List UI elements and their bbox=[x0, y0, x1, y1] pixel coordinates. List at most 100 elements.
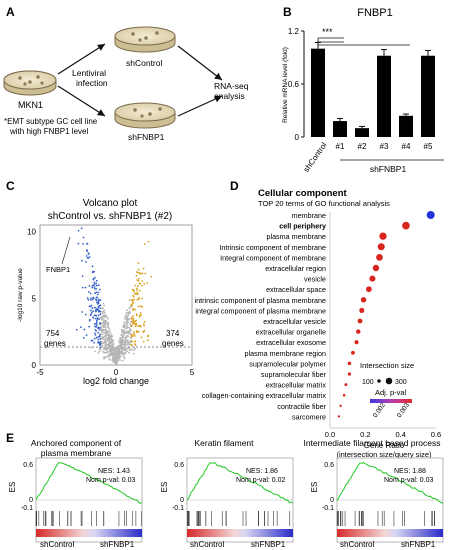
volcano-point bbox=[118, 342, 121, 345]
volcano-point bbox=[142, 267, 145, 270]
volcano-point bbox=[112, 361, 115, 363]
gsea-ytick-2-mid: 0 bbox=[180, 497, 184, 504]
volcano-point bbox=[140, 325, 142, 328]
volcano-point bbox=[97, 352, 100, 354]
volcano-point bbox=[97, 314, 100, 317]
go-x-tick: 0.0 bbox=[325, 430, 335, 439]
volcano-point bbox=[127, 331, 130, 334]
volcano-point bbox=[95, 322, 98, 325]
volcano-point bbox=[95, 282, 98, 285]
legend-color-high: 0.003 bbox=[396, 401, 411, 419]
gsea-ytick-1-top: 0.6 bbox=[23, 462, 33, 469]
volcano-point bbox=[109, 343, 111, 346]
volcano-point bbox=[93, 283, 96, 286]
volcano-point bbox=[146, 339, 149, 342]
volcano-point bbox=[124, 353, 126, 356]
bar-y-tick-label: 0 bbox=[295, 133, 300, 142]
volcano-point bbox=[99, 326, 101, 329]
volcano-point bbox=[101, 322, 104, 325]
go-term-label: vesicle bbox=[304, 275, 326, 284]
volcano-point bbox=[128, 299, 131, 302]
volcano-point bbox=[94, 292, 96, 294]
gsea-ytick-3-mid: 0 bbox=[330, 497, 334, 504]
volcano-point bbox=[111, 356, 114, 359]
go-dot bbox=[377, 243, 385, 251]
volcano-point bbox=[137, 262, 140, 265]
gsea-ytick-3-top: 0.6 bbox=[324, 462, 334, 469]
volcano-point bbox=[143, 282, 146, 285]
volcano-point bbox=[95, 324, 98, 327]
volcano-point bbox=[91, 307, 94, 309]
volcano-point bbox=[103, 316, 106, 319]
volcano-point bbox=[105, 346, 107, 349]
volcano-point bbox=[101, 333, 104, 336]
volcano-point bbox=[120, 347, 123, 350]
volcano-point bbox=[134, 340, 137, 343]
volcano-point bbox=[99, 337, 102, 340]
volcano-point bbox=[112, 349, 115, 351]
bar bbox=[421, 55, 435, 137]
analysis-label-1: RNA-seq bbox=[214, 81, 249, 91]
panel-d: D Cellular component TOP 20 terms of GO … bbox=[195, 179, 442, 459]
panel-d-letter: D bbox=[230, 179, 239, 193]
volcano-point bbox=[95, 279, 98, 282]
volcano-point bbox=[97, 291, 100, 294]
dish-shcontrol bbox=[114, 26, 176, 53]
infection-label-2: infection bbox=[76, 78, 108, 88]
bar-category-label: #1 bbox=[336, 142, 345, 151]
volcano-point bbox=[137, 330, 140, 333]
volcano-point bbox=[121, 343, 124, 346]
volcano-point bbox=[99, 299, 102, 301]
volcano-point bbox=[138, 296, 141, 299]
volcano-point bbox=[90, 346, 93, 349]
volcano-point bbox=[99, 313, 102, 316]
go-dots bbox=[337, 211, 435, 418]
go-title: Cellular component bbox=[258, 188, 348, 199]
volcano-point bbox=[105, 341, 108, 344]
volcano-point bbox=[112, 358, 115, 361]
volcano-point bbox=[95, 319, 98, 322]
volcano-point bbox=[124, 316, 127, 318]
gsea-plot-3: Intermediate filament based process ES 0… bbox=[303, 438, 444, 549]
significance-lines bbox=[317, 37, 410, 46]
volcano-point bbox=[125, 323, 128, 326]
gsea-ytick-3-bot: -0.1 bbox=[322, 505, 334, 512]
volcano-point bbox=[130, 320, 133, 323]
volcano-point bbox=[126, 344, 129, 346]
volcano-point bbox=[93, 306, 96, 309]
volcano-point bbox=[110, 347, 113, 350]
volcano-point bbox=[126, 309, 128, 311]
volcano-point bbox=[82, 337, 85, 339]
volcano-x-tick: 0 bbox=[114, 368, 119, 377]
volcano-point bbox=[105, 351, 107, 354]
volcano-point bbox=[119, 344, 122, 347]
go-term-label: extracellular region bbox=[265, 264, 326, 273]
volcano-point bbox=[98, 322, 101, 325]
volcano-point bbox=[146, 282, 149, 284]
volcano-point bbox=[94, 350, 96, 353]
volcano-point bbox=[134, 325, 137, 328]
volcano-point bbox=[103, 304, 105, 307]
legend-size-small-dot bbox=[377, 379, 381, 383]
go-dot bbox=[360, 297, 367, 303]
volcano-point bbox=[121, 339, 124, 342]
volcano-point bbox=[120, 350, 123, 353]
volcano-point bbox=[96, 296, 99, 299]
volcano-point bbox=[97, 298, 100, 301]
volcano-point bbox=[89, 292, 92, 295]
volcano-point bbox=[96, 302, 99, 305]
volcano-point bbox=[81, 286, 84, 289]
volcano-ylabel: -log10 raw p-value bbox=[17, 268, 24, 322]
volcano-point bbox=[106, 336, 108, 339]
go-dot bbox=[354, 340, 359, 345]
volcano-point bbox=[125, 334, 128, 337]
gsea-rankbar-2 bbox=[187, 529, 293, 537]
volcano-point bbox=[132, 315, 135, 317]
volcano-point bbox=[124, 324, 127, 327]
volcano-point bbox=[93, 314, 96, 317]
volcano-point bbox=[88, 318, 91, 321]
gsea-hits-3 bbox=[336, 511, 435, 526]
volcano-point bbox=[125, 340, 128, 342]
